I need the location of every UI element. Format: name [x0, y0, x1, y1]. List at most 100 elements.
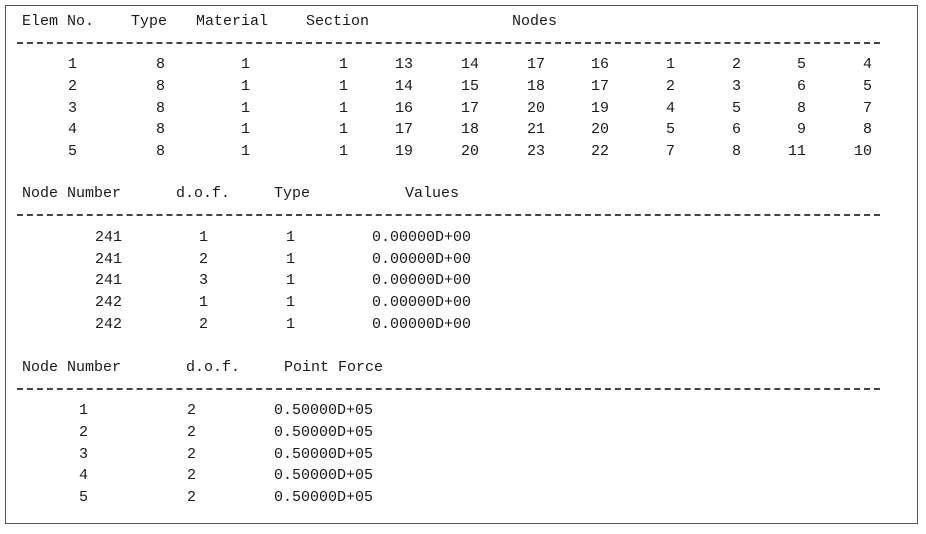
nodes-header: Nodes: [512, 13, 558, 30]
elem-node: 16: [394, 100, 413, 117]
bc-type: 1: [285, 316, 295, 333]
bc-value: 0.00000D+00: [372, 294, 472, 311]
point-force-value: 0.50000D+05: [274, 424, 374, 441]
elem-section: 1: [338, 121, 348, 138]
elem-node: 5: [665, 121, 675, 138]
elem-material: 1: [240, 78, 250, 95]
elem-node: 21: [526, 121, 545, 138]
dof-value: 3: [198, 272, 208, 289]
elem-node: 17: [394, 121, 413, 138]
point-force-value: 0.50000D+05: [274, 489, 374, 506]
elem-number: 1: [67, 56, 77, 73]
elem-node: 17: [460, 100, 479, 117]
dof-value: 2: [186, 467, 196, 484]
bc-type: 1: [285, 272, 295, 289]
elem-node: 5: [731, 100, 741, 117]
bc-value: 0.00000D+00: [372, 316, 472, 333]
elem-node: 2: [731, 56, 741, 73]
elem-material: 1: [240, 143, 250, 160]
elem-number: 4: [67, 121, 77, 138]
bc-type: 1: [285, 251, 295, 268]
elem-node: 4: [665, 100, 675, 117]
node-number: 241: [94, 272, 122, 289]
elem-node: 10: [853, 143, 872, 160]
point-force-value: 0.50000D+05: [274, 446, 374, 463]
header-divider-2: [17, 214, 880, 216]
node-number: 242: [94, 294, 122, 311]
dof-value: 2: [186, 489, 196, 506]
elem-node: 17: [590, 78, 609, 95]
node-number: 242: [94, 316, 122, 333]
elem-type: 8: [155, 121, 165, 138]
elem-type: 8: [155, 78, 165, 95]
point-force-header: Point Force: [284, 359, 384, 376]
point-force-value: 0.50000D+05: [274, 467, 374, 484]
elem-type: 8: [155, 100, 165, 117]
elem-node: 18: [526, 78, 545, 95]
dof-header: d.o.f.: [186, 359, 241, 376]
elem-section: 1: [338, 78, 348, 95]
node-number: 5: [78, 489, 88, 506]
material-header: Material: [196, 13, 269, 30]
bc-type: 1: [285, 294, 295, 311]
elem-type: 8: [155, 56, 165, 73]
elem-node: 6: [731, 121, 741, 138]
elem-node: 6: [796, 78, 806, 95]
node-number: 241: [94, 229, 122, 246]
node-number: 1: [78, 402, 88, 419]
elem-material: 1: [240, 56, 250, 73]
elem-node: 20: [460, 143, 479, 160]
elem-node: 7: [665, 143, 675, 160]
elem-no-header: Elem No.: [22, 13, 95, 30]
section-header: Section: [306, 13, 370, 30]
node-number: 4: [78, 467, 88, 484]
elem-material: 1: [240, 100, 250, 117]
elem-section: 1: [338, 100, 348, 117]
elem-node: 7: [862, 100, 872, 117]
document-frame: [5, 5, 918, 524]
elem-number: 2: [67, 78, 77, 95]
bc-value: 0.00000D+00: [372, 251, 472, 268]
elem-node: 14: [460, 56, 479, 73]
dof-value: 2: [186, 402, 196, 419]
dof-value: 2: [186, 424, 196, 441]
bc-type: 1: [285, 229, 295, 246]
elem-node: 4: [862, 56, 872, 73]
elem-node: 2: [665, 78, 675, 95]
dof-value: 2: [186, 446, 196, 463]
node-number: 241: [94, 251, 122, 268]
bc-value: 0.00000D+00: [372, 229, 472, 246]
point-force-value: 0.50000D+05: [274, 402, 374, 419]
elem-node: 20: [590, 121, 609, 138]
elem-section: 1: [338, 143, 348, 160]
elem-node: 8: [731, 143, 741, 160]
type-header: Type: [274, 185, 311, 202]
dof-value: 2: [198, 316, 208, 333]
elem-node: 5: [862, 78, 872, 95]
elem-section: 1: [338, 56, 348, 73]
elem-node: 13: [394, 56, 413, 73]
elem-material: 1: [240, 121, 250, 138]
dof-value: 1: [198, 294, 208, 311]
elem-node: 19: [394, 143, 413, 160]
node-number-header: Node Number: [22, 359, 122, 376]
bc-value: 0.00000D+00: [372, 272, 472, 289]
elem-node: 11: [787, 143, 806, 160]
node-number: 3: [78, 446, 88, 463]
node-number-header: Node Number: [22, 185, 122, 202]
elem-node: 14: [394, 78, 413, 95]
elem-node: 8: [796, 100, 806, 117]
elem-node: 20: [526, 100, 545, 117]
elem-node: 22: [590, 143, 609, 160]
elem-node: 23: [526, 143, 545, 160]
elem-node: 18: [460, 121, 479, 138]
elem-node: 16: [590, 56, 609, 73]
elem-node: 9: [796, 121, 806, 138]
elem-node: 5: [796, 56, 806, 73]
elem-number: 5: [67, 143, 77, 160]
dof-value: 1: [198, 229, 208, 246]
elem-node: 8: [862, 121, 872, 138]
elem-type: 8: [155, 143, 165, 160]
elem-node: 19: [590, 100, 609, 117]
node-number: 2: [78, 424, 88, 441]
